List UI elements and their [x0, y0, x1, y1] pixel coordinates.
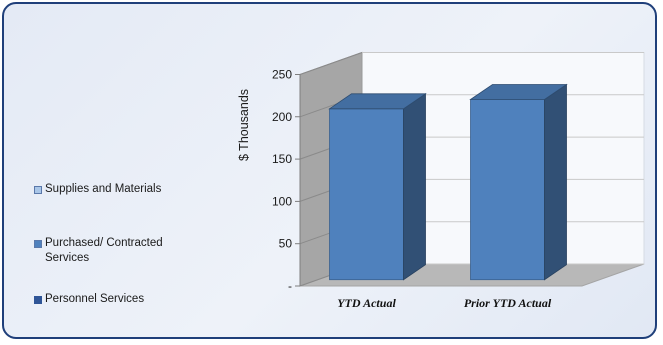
x-tick-label: Prior YTD Actual	[464, 296, 552, 310]
bar-side	[544, 83, 567, 281]
y-axis-ticks: - 50 100 150 200 250	[272, 68, 292, 294]
gridline-side	[299, 52, 363, 75]
bar-front	[470, 99, 545, 281]
bar-front	[329, 108, 404, 281]
legend-item-supplies: Supplies and Materials	[34, 182, 161, 197]
y-axis-title: $ Thousands	[237, 89, 251, 161]
legend-item-purchased: Purchased/ Contracted Services	[34, 236, 194, 266]
y-tick-label: 100	[272, 194, 292, 208]
chart-frame: - 50 100 150 200 250 YTD Actual Prior YTD Actu…	[2, 2, 657, 339]
y-tick-label: 50	[279, 237, 293, 251]
bar-chart: - 50 100 150 200 250 YTD Actual Prior YTD Actu…	[237, 51, 645, 310]
bar-top	[469, 84, 568, 100]
legend-swatch-supplies	[34, 185, 42, 194]
legend-swatch-purchased	[34, 239, 42, 248]
legend-label-supplies: Supplies and Materials	[45, 183, 162, 195]
legend-swatch-personnel	[34, 295, 42, 304]
x-axis-labels: YTD Actual Prior YTD Actual	[337, 296, 552, 310]
legend-label-purchased: Purchased/ Contracted Services	[45, 237, 163, 264]
x-tick-label: YTD Actual	[337, 296, 396, 310]
y-tick-label: -	[288, 279, 292, 293]
bar-side	[403, 93, 426, 281]
legend-label-personnel: Personnel Services	[45, 293, 145, 305]
legend-item-personnel: Personnel Services	[34, 292, 144, 307]
y-tick-label: 250	[272, 68, 292, 82]
bar-top	[328, 93, 427, 110]
bars	[328, 83, 568, 281]
y-tick-label: 150	[272, 152, 292, 166]
y-tick-label: 200	[272, 110, 292, 124]
